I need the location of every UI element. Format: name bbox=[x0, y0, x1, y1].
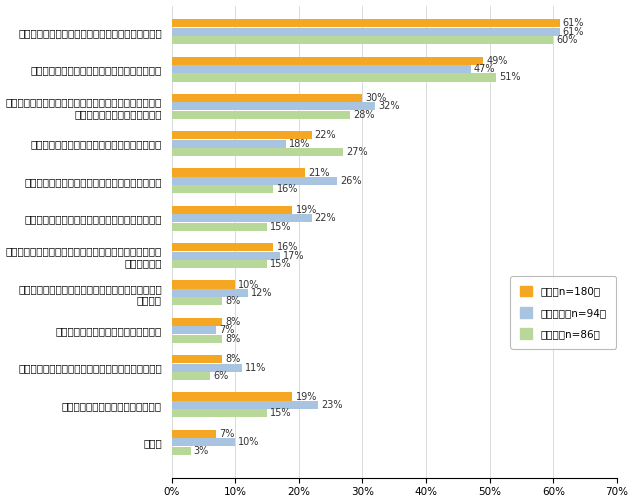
Bar bbox=[172, 355, 223, 363]
Text: 11%: 11% bbox=[245, 363, 266, 373]
Bar bbox=[172, 185, 273, 194]
Text: 15%: 15% bbox=[270, 259, 292, 269]
Bar bbox=[172, 169, 305, 177]
Bar bbox=[172, 223, 267, 231]
Text: 61%: 61% bbox=[563, 18, 585, 28]
Bar bbox=[172, 148, 344, 156]
Text: 49%: 49% bbox=[486, 56, 508, 65]
Text: 26%: 26% bbox=[340, 176, 361, 186]
Text: 16%: 16% bbox=[276, 242, 298, 252]
Bar bbox=[172, 102, 375, 111]
Bar bbox=[172, 139, 286, 148]
Text: 8%: 8% bbox=[226, 354, 241, 364]
Text: 30%: 30% bbox=[366, 93, 387, 103]
Text: 51%: 51% bbox=[499, 72, 521, 82]
Bar bbox=[172, 281, 235, 289]
Text: 16%: 16% bbox=[276, 185, 298, 194]
Text: 10%: 10% bbox=[238, 280, 260, 290]
Bar bbox=[172, 260, 267, 268]
Text: 28%: 28% bbox=[353, 110, 374, 120]
Bar bbox=[172, 28, 560, 36]
Text: 15%: 15% bbox=[270, 222, 292, 232]
Bar bbox=[172, 19, 560, 27]
Bar bbox=[172, 65, 470, 73]
Bar bbox=[172, 430, 216, 438]
Bar bbox=[172, 447, 191, 455]
Text: 27%: 27% bbox=[347, 147, 368, 157]
Bar bbox=[172, 318, 223, 326]
Text: 19%: 19% bbox=[295, 205, 317, 215]
Bar bbox=[172, 289, 248, 297]
Bar bbox=[172, 401, 318, 409]
Bar bbox=[172, 214, 311, 222]
Bar bbox=[172, 73, 496, 81]
Text: 15%: 15% bbox=[270, 408, 292, 418]
Bar bbox=[172, 438, 235, 446]
Text: 17%: 17% bbox=[283, 250, 304, 261]
Text: 61%: 61% bbox=[563, 27, 585, 37]
Bar bbox=[172, 111, 350, 119]
Bar bbox=[172, 56, 483, 65]
Text: 18%: 18% bbox=[289, 139, 311, 149]
Text: 23%: 23% bbox=[321, 400, 342, 410]
Text: 12%: 12% bbox=[251, 288, 273, 298]
Bar bbox=[172, 177, 337, 185]
Text: 8%: 8% bbox=[226, 333, 241, 344]
Bar bbox=[172, 372, 210, 380]
Text: 7%: 7% bbox=[219, 325, 235, 336]
Bar bbox=[172, 243, 273, 252]
Bar bbox=[172, 409, 267, 417]
Text: 8%: 8% bbox=[226, 317, 241, 327]
Bar bbox=[172, 297, 223, 305]
Legend: 全体（n=180）, 大都市圈（n=94）, 地方圈（n=86）: 全体（n=180）, 大都市圈（n=94）, 地方圈（n=86） bbox=[510, 276, 616, 349]
Bar bbox=[172, 364, 242, 372]
Text: 47%: 47% bbox=[474, 64, 495, 74]
Text: 32%: 32% bbox=[378, 101, 400, 111]
Text: 10%: 10% bbox=[238, 437, 260, 447]
Bar bbox=[172, 131, 311, 139]
Text: 7%: 7% bbox=[219, 429, 235, 439]
Text: 60%: 60% bbox=[557, 35, 578, 45]
Text: 22%: 22% bbox=[314, 130, 336, 140]
Bar bbox=[172, 334, 223, 343]
Text: 8%: 8% bbox=[226, 296, 241, 306]
Text: 6%: 6% bbox=[213, 371, 228, 381]
Text: 22%: 22% bbox=[314, 213, 336, 223]
Bar bbox=[172, 252, 280, 260]
Text: 3%: 3% bbox=[194, 446, 209, 456]
Bar bbox=[172, 94, 363, 102]
Text: 21%: 21% bbox=[308, 167, 330, 178]
Bar bbox=[172, 206, 292, 214]
Text: 19%: 19% bbox=[295, 391, 317, 401]
Bar bbox=[172, 392, 292, 401]
Bar bbox=[172, 326, 216, 334]
Bar bbox=[172, 36, 553, 44]
